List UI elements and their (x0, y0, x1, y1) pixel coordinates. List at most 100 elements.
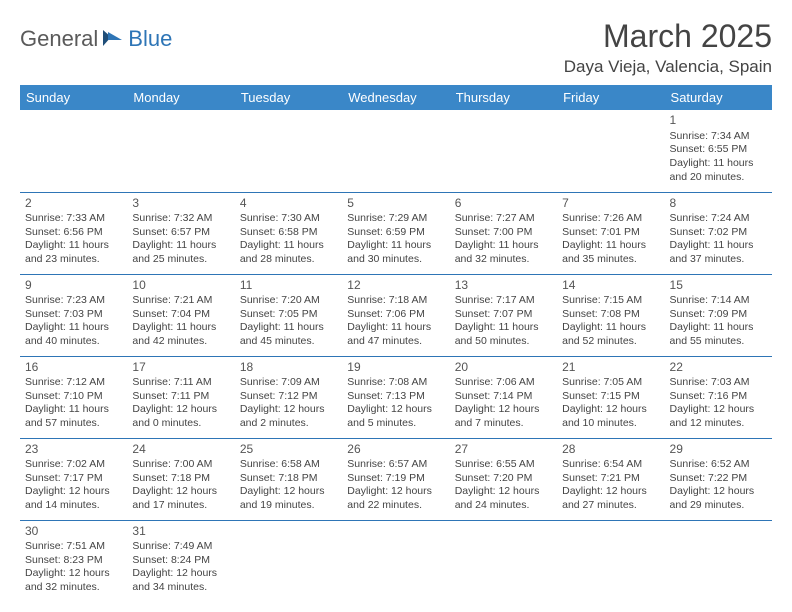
calendar-week: 16Sunrise: 7:12 AMSunset: 7:10 PMDayligh… (20, 356, 772, 438)
calendar-day: 12Sunrise: 7:18 AMSunset: 7:06 PMDayligh… (342, 274, 449, 356)
calendar-empty (450, 520, 557, 602)
daylight-text: Daylight: 12 hours and 17 minutes. (132, 485, 229, 512)
sunset-text: Sunset: 7:01 PM (562, 226, 659, 240)
sunrise-text: Sunrise: 6:57 AM (347, 458, 444, 472)
day-number: 21 (562, 360, 659, 376)
daylight-text: Daylight: 11 hours and 55 minutes. (670, 321, 767, 348)
day-number: 26 (347, 442, 444, 458)
daylight-text: Daylight: 12 hours and 19 minutes. (240, 485, 337, 512)
sunset-text: Sunset: 7:04 PM (132, 308, 229, 322)
calendar-week: 30Sunrise: 7:51 AMSunset: 8:23 PMDayligh… (20, 520, 772, 602)
calendar-empty (127, 110, 234, 192)
daylight-text: Daylight: 11 hours and 40 minutes. (25, 321, 122, 348)
weekday-header: Saturday (665, 85, 772, 110)
sunrise-text: Sunrise: 6:54 AM (562, 458, 659, 472)
day-number: 12 (347, 278, 444, 294)
calendar-day: 21Sunrise: 7:05 AMSunset: 7:15 PMDayligh… (557, 356, 664, 438)
sunrise-text: Sunrise: 7:06 AM (455, 376, 552, 390)
sunset-text: Sunset: 7:03 PM (25, 308, 122, 322)
sunset-text: Sunset: 7:05 PM (240, 308, 337, 322)
calendar-day: 5Sunrise: 7:29 AMSunset: 6:59 PMDaylight… (342, 192, 449, 274)
day-number: 17 (132, 360, 229, 376)
weekday-header: Wednesday (342, 85, 449, 110)
sunset-text: Sunset: 7:11 PM (132, 390, 229, 404)
sunset-text: Sunset: 7:21 PM (562, 472, 659, 486)
day-number: 14 (562, 278, 659, 294)
day-number: 27 (455, 442, 552, 458)
day-number: 19 (347, 360, 444, 376)
weekday-header: Thursday (450, 85, 557, 110)
calendar-day: 6Sunrise: 7:27 AMSunset: 7:00 PMDaylight… (450, 192, 557, 274)
flag-icon (102, 28, 124, 53)
calendar-day: 4Sunrise: 7:30 AMSunset: 6:58 PMDaylight… (235, 192, 342, 274)
daylight-text: Daylight: 11 hours and 23 minutes. (25, 239, 122, 266)
sunset-text: Sunset: 7:20 PM (455, 472, 552, 486)
sunrise-text: Sunrise: 7:15 AM (562, 294, 659, 308)
day-number: 22 (670, 360, 767, 376)
day-number: 9 (25, 278, 122, 294)
sunrise-text: Sunrise: 7:20 AM (240, 294, 337, 308)
calendar-day: 19Sunrise: 7:08 AMSunset: 7:13 PMDayligh… (342, 356, 449, 438)
calendar-day: 10Sunrise: 7:21 AMSunset: 7:04 PMDayligh… (127, 274, 234, 356)
calendar-day: 3Sunrise: 7:32 AMSunset: 6:57 PMDaylight… (127, 192, 234, 274)
sunrise-text: Sunrise: 7:12 AM (25, 376, 122, 390)
calendar-week: 1Sunrise: 7:34 AMSunset: 6:55 PMDaylight… (20, 110, 772, 192)
day-number: 6 (455, 196, 552, 212)
day-number: 16 (25, 360, 122, 376)
calendar-head: SundayMondayTuesdayWednesdayThursdayFrid… (20, 85, 772, 110)
calendar-day: 8Sunrise: 7:24 AMSunset: 7:02 PMDaylight… (665, 192, 772, 274)
daylight-text: Daylight: 11 hours and 30 minutes. (347, 239, 444, 266)
sunset-text: Sunset: 7:15 PM (562, 390, 659, 404)
header: General Blue March 2025 Daya Vieja, Vale… (20, 18, 772, 77)
calendar-day: 30Sunrise: 7:51 AMSunset: 8:23 PMDayligh… (20, 520, 127, 602)
calendar-day: 17Sunrise: 7:11 AMSunset: 7:11 PMDayligh… (127, 356, 234, 438)
day-number: 11 (240, 278, 337, 294)
calendar-empty (342, 520, 449, 602)
day-number: 20 (455, 360, 552, 376)
sunrise-text: Sunrise: 7:00 AM (132, 458, 229, 472)
daylight-text: Daylight: 11 hours and 28 minutes. (240, 239, 337, 266)
calendar-body: 1Sunrise: 7:34 AMSunset: 6:55 PMDaylight… (20, 110, 772, 602)
sunrise-text: Sunrise: 7:32 AM (132, 212, 229, 226)
day-number: 31 (132, 524, 229, 540)
calendar-empty (557, 520, 664, 602)
calendar-empty (342, 110, 449, 192)
daylight-text: Daylight: 11 hours and 45 minutes. (240, 321, 337, 348)
sunrise-text: Sunrise: 7:23 AM (25, 294, 122, 308)
sunrise-text: Sunrise: 7:49 AM (132, 540, 229, 554)
sunrise-text: Sunrise: 6:55 AM (455, 458, 552, 472)
calendar-day: 23Sunrise: 7:02 AMSunset: 7:17 PMDayligh… (20, 438, 127, 520)
daylight-text: Daylight: 11 hours and 37 minutes. (670, 239, 767, 266)
sunrise-text: Sunrise: 7:14 AM (670, 294, 767, 308)
calendar-day: 7Sunrise: 7:26 AMSunset: 7:01 PMDaylight… (557, 192, 664, 274)
daylight-text: Daylight: 11 hours and 25 minutes. (132, 239, 229, 266)
sunrise-text: Sunrise: 7:34 AM (670, 130, 767, 144)
calendar-day: 28Sunrise: 6:54 AMSunset: 7:21 PMDayligh… (557, 438, 664, 520)
logo-text-blue: Blue (128, 26, 172, 52)
day-number: 23 (25, 442, 122, 458)
calendar-empty (20, 110, 127, 192)
sunrise-text: Sunrise: 7:27 AM (455, 212, 552, 226)
sunrise-text: Sunrise: 7:51 AM (25, 540, 122, 554)
sunrise-text: Sunrise: 7:26 AM (562, 212, 659, 226)
daylight-text: Daylight: 12 hours and 27 minutes. (562, 485, 659, 512)
month-title: March 2025 (564, 18, 772, 55)
calendar-day: 9Sunrise: 7:23 AMSunset: 7:03 PMDaylight… (20, 274, 127, 356)
sunset-text: Sunset: 7:18 PM (240, 472, 337, 486)
daylight-text: Daylight: 11 hours and 47 minutes. (347, 321, 444, 348)
day-number: 10 (132, 278, 229, 294)
weekday-header: Monday (127, 85, 234, 110)
sunset-text: Sunset: 6:57 PM (132, 226, 229, 240)
calendar-day: 13Sunrise: 7:17 AMSunset: 7:07 PMDayligh… (450, 274, 557, 356)
sunset-text: Sunset: 7:06 PM (347, 308, 444, 322)
calendar-day: 18Sunrise: 7:09 AMSunset: 7:12 PMDayligh… (235, 356, 342, 438)
sunrise-text: Sunrise: 7:17 AM (455, 294, 552, 308)
location: Daya Vieja, Valencia, Spain (564, 57, 772, 77)
sunset-text: Sunset: 7:12 PM (240, 390, 337, 404)
day-number: 1 (670, 113, 767, 129)
day-number: 5 (347, 196, 444, 212)
calendar-day: 16Sunrise: 7:12 AMSunset: 7:10 PMDayligh… (20, 356, 127, 438)
sunrise-text: Sunrise: 7:33 AM (25, 212, 122, 226)
calendar-day: 31Sunrise: 7:49 AMSunset: 8:24 PMDayligh… (127, 520, 234, 602)
day-number: 4 (240, 196, 337, 212)
